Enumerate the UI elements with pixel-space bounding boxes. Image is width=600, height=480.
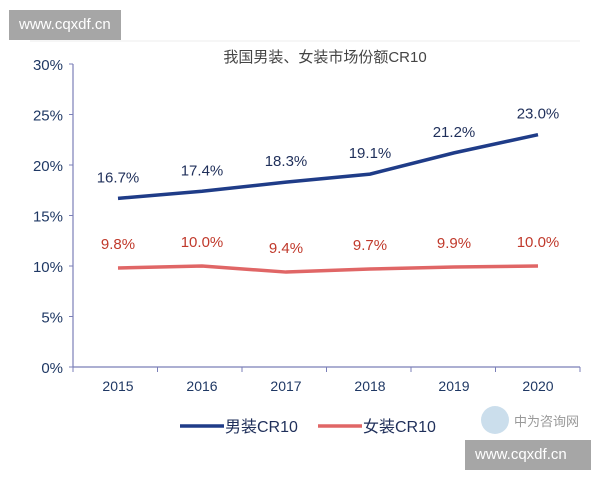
- x-tick-label: 2020: [522, 378, 553, 394]
- legend-label: 男装CR10: [225, 418, 298, 436]
- data-label: 17.4%: [181, 162, 224, 179]
- data-label: 9.7%: [353, 237, 387, 254]
- watermark-bottom: www.cqxdf.cn: [465, 440, 591, 470]
- y-tick-label: 20%: [33, 158, 63, 175]
- y-tick-label: 30%: [33, 57, 63, 74]
- x-tick-label: 2019: [438, 378, 469, 394]
- x-tick-label: 2018: [354, 378, 385, 394]
- y-tick-label: 0%: [41, 360, 63, 377]
- series-line-male: [117, 132, 539, 201]
- y-tick-label: 25%: [33, 108, 63, 125]
- data-label: 10.0%: [181, 234, 224, 251]
- data-label: 18.3%: [265, 153, 308, 170]
- chart-title: 我国男装、女装市场份额CR10: [223, 48, 426, 66]
- y-tick-label: 5%: [41, 310, 63, 327]
- data-label: 23.0%: [517, 106, 560, 123]
- watermark-logo-text: 中为咨询网: [514, 414, 579, 429]
- data-label: 10.0%: [517, 234, 560, 251]
- data-label: 19.1%: [349, 145, 392, 162]
- y-tick-label: 10%: [33, 259, 63, 276]
- data-label: 21.2%: [433, 124, 476, 141]
- x-tick-label: 2017: [270, 378, 301, 394]
- data-label: 9.9%: [437, 235, 471, 252]
- data-label: 9.4%: [269, 240, 303, 257]
- data-label: 9.8%: [101, 236, 135, 253]
- data-label: 16.7%: [97, 169, 140, 186]
- x-tick-label: 2016: [186, 378, 217, 394]
- y-tick-label: 15%: [33, 209, 63, 226]
- x-tick-label: 2015: [102, 378, 133, 394]
- watermark-logo-icon: [481, 406, 509, 434]
- series-line-female: [117, 264, 539, 274]
- legend-label: 女装CR10: [363, 417, 436, 436]
- watermark-top: www.cqxdf.cn: [9, 10, 121, 40]
